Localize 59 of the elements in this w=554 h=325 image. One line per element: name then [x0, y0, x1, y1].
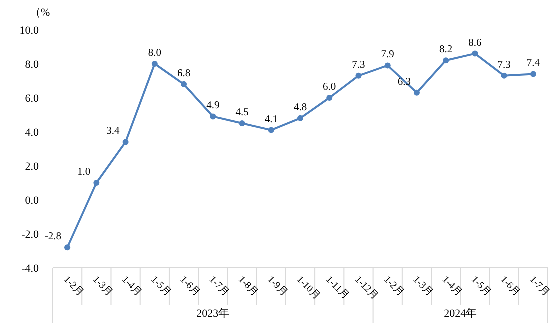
y-tick-label: 0.0: [25, 195, 40, 207]
x-tick-label: 1-3月: [90, 274, 115, 299]
point: [501, 72, 508, 79]
y-tick-label: 4.0: [25, 127, 40, 139]
text: 2024年: [444, 308, 478, 320]
y-tick-label: 8.0: [25, 59, 40, 71]
x-tick-label: 1-4月: [120, 274, 144, 299]
data-label: 4.8: [294, 102, 308, 114]
data-label: 4.5: [236, 108, 249, 118]
x-tick-label: 1-2月: [61, 274, 86, 299]
point: [443, 58, 450, 64]
x-tick-label: 1-8月: [236, 274, 260, 299]
y-tick-label: 6.0: [25, 93, 40, 105]
x-tick-label: 1-2月: [382, 274, 406, 299]
data-label: -2.8: [44, 232, 62, 243]
y-tick-label: 2.0: [25, 161, 40, 173]
point: [326, 95, 333, 101]
data-label: 4.9: [206, 100, 220, 112]
point: [94, 180, 100, 186]
data-label: 6.8: [177, 68, 191, 80]
point: [239, 120, 246, 126]
x-tick-label: 1-11月: [323, 274, 352, 302]
y-axis-title: （%: [30, 7, 50, 19]
data-label: 7.9: [381, 50, 394, 61]
point: [210, 114, 216, 120]
x-tick-label: 1-4月: [440, 274, 464, 299]
data-label: 3.4: [106, 126, 121, 138]
point: [530, 71, 536, 78]
x-tick-label: 1-7月: [207, 274, 232, 299]
data-label: 4.1: [264, 114, 278, 126]
data-label: 8.0: [148, 48, 162, 59]
x-tick-label: 1-3月: [410, 274, 436, 299]
point: [472, 50, 478, 57]
data-label: 7.3: [498, 60, 511, 71]
text: 2023年: [196, 308, 230, 320]
x-tick-label: 1-9月: [265, 274, 290, 299]
data-label: 8.6: [468, 38, 482, 49]
point: [181, 81, 188, 88]
point: [268, 127, 274, 134]
point: [64, 244, 71, 251]
data-label: 6.0: [323, 82, 336, 93]
y-tick-label: -4.0: [22, 263, 40, 275]
x-tick-label: 1-5月: [469, 274, 494, 299]
x-tick-label: 1-5月: [148, 274, 174, 299]
data-label: 7.4: [526, 58, 541, 70]
data-label: 8.2: [440, 44, 453, 56]
x-tick-label: 1-7月: [527, 274, 552, 299]
x-tick-label: 1-6月: [178, 274, 202, 299]
point: [298, 115, 304, 122]
point: [356, 72, 362, 79]
point: [122, 139, 129, 146]
y-tick-label: 10.0: [20, 25, 40, 37]
point: [384, 62, 391, 69]
data-label: 7.3: [352, 60, 366, 71]
y-tick-label: -2.0: [22, 229, 40, 241]
x-tick-label: 1-6月: [498, 274, 522, 299]
data-label: 1.0: [78, 167, 91, 178]
point: [414, 90, 420, 96]
point: [152, 61, 158, 67]
